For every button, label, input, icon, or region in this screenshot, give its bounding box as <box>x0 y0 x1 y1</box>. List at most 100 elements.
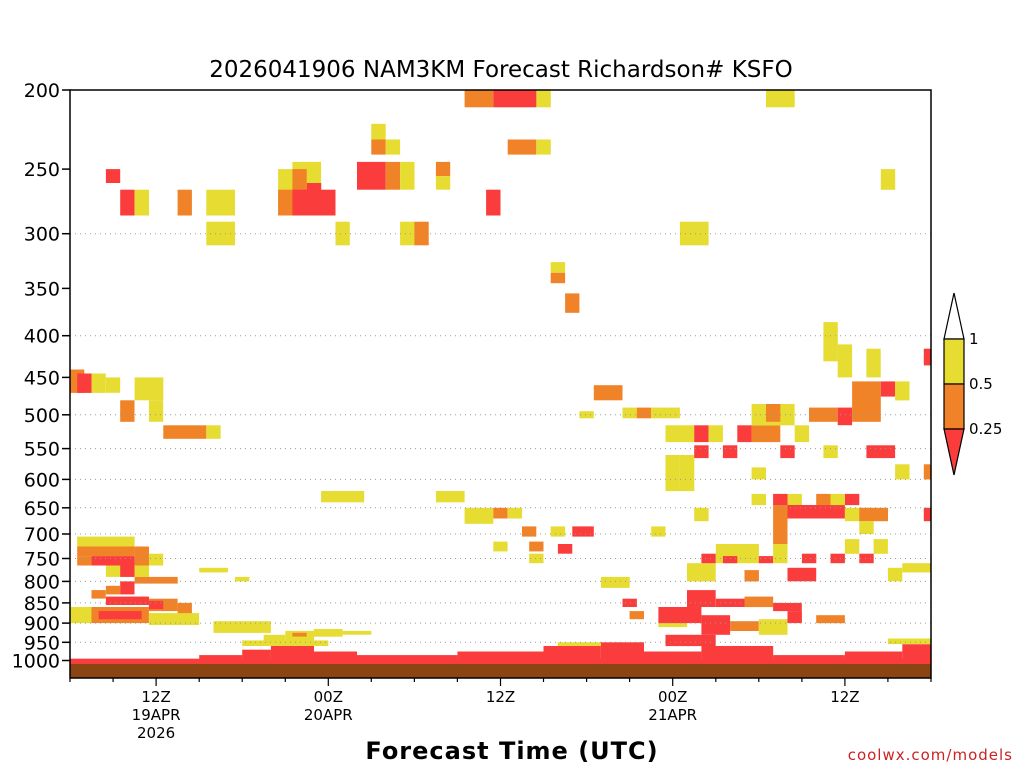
ri-cell <box>550 272 566 284</box>
ri-cell <box>91 556 135 566</box>
ri-cell <box>694 445 709 459</box>
x-tick-date: 19APR <box>132 706 181 724</box>
ri-cell <box>163 425 207 439</box>
ri-cell <box>579 411 594 419</box>
ri-cell <box>866 445 896 459</box>
x-axis-label: Forecast Time (UTC) <box>365 737 658 765</box>
ri-cell <box>751 425 781 443</box>
y-tick-label: 800 <box>24 571 60 593</box>
ri-cell <box>357 655 458 661</box>
y-tick-label: 750 <box>24 549 60 571</box>
y-tick-label: 450 <box>24 367 60 389</box>
colorbar-bin <box>943 338 965 385</box>
ri-cell <box>120 189 135 216</box>
x-tick-date: 20APR <box>304 706 353 724</box>
ri-cell <box>270 644 314 661</box>
ri-cell <box>895 381 910 401</box>
colorbar-label: 1 <box>969 330 979 348</box>
y-tick-label: 600 <box>24 469 60 491</box>
ri-cell <box>766 90 795 108</box>
ri-cell <box>629 611 644 620</box>
ri-cell <box>923 464 931 480</box>
ground-layer <box>70 664 931 678</box>
colorbar-top-arrow <box>943 292 965 340</box>
ri-cell <box>557 544 573 554</box>
ri-cell <box>98 611 142 620</box>
ri-cell <box>242 640 329 646</box>
ri-cell <box>435 491 465 503</box>
ri-cell <box>529 541 544 552</box>
ri-cell <box>242 649 271 661</box>
y-tick-label: 700 <box>24 524 60 546</box>
x-tick-label: 12Z <box>486 688 515 706</box>
y-tick-label: 300 <box>24 224 60 246</box>
ri-cell <box>816 615 845 624</box>
ri-cell <box>493 541 508 552</box>
ri-cell <box>77 373 92 393</box>
ri-cell <box>199 655 243 661</box>
ri-cell <box>536 90 551 108</box>
ri-cell <box>801 553 817 564</box>
y-tick-label: 500 <box>24 405 60 427</box>
ri-cell <box>557 642 601 646</box>
ri-cell <box>148 400 164 422</box>
ri-cell <box>306 183 322 197</box>
y-axis: 200 250 300 350 400 450 500 550 600 650 700 7508008… <box>12 80 70 673</box>
ri-cell <box>206 425 221 439</box>
x-tick-label: 12Z <box>141 688 170 706</box>
ri-cell <box>91 373 106 393</box>
ri-cell <box>357 161 386 190</box>
y-tick-label: 550 <box>24 439 60 461</box>
x-tick-label: 12Z <box>830 688 859 706</box>
ri-cell <box>773 505 788 544</box>
ri-cell <box>823 445 838 459</box>
ri-cell <box>773 602 802 612</box>
x-tick-label: 00Z <box>658 688 687 706</box>
ri-cell <box>708 425 723 443</box>
ri-cell <box>687 590 716 607</box>
ri-cell <box>873 539 888 554</box>
ri-cell <box>235 576 250 582</box>
ri-cell <box>722 556 738 564</box>
ri-cell <box>844 539 860 554</box>
ri-cell <box>730 621 759 631</box>
ri-cell <box>199 567 228 573</box>
ri-cell <box>895 464 910 480</box>
ri-cell <box>773 544 788 564</box>
ri-cell <box>385 139 401 155</box>
ri-cell <box>263 634 286 643</box>
ri-cell <box>880 169 896 190</box>
colorbar-bin <box>943 383 965 430</box>
ri-cell <box>751 493 766 506</box>
ri-cell <box>773 493 788 506</box>
ri-cell <box>529 553 544 564</box>
ri-cell <box>722 445 738 459</box>
ri-cell <box>787 567 817 582</box>
ri-cell <box>658 607 702 624</box>
ri-cell <box>744 570 759 582</box>
y-tick-label: 200 <box>24 80 60 102</box>
ri-cell <box>665 455 680 492</box>
ri-cell <box>206 189 235 216</box>
y-tick-label: 850 <box>24 593 60 615</box>
ri-cell <box>859 521 874 535</box>
ri-cell <box>701 646 774 661</box>
ri-cell <box>694 507 709 522</box>
ri-cell <box>665 634 716 647</box>
ri-cell <box>773 655 845 661</box>
ri-cell <box>787 611 802 624</box>
x-tick-date: 21APR <box>648 706 697 724</box>
ri-cell <box>816 493 831 506</box>
ri-cell <box>780 445 795 459</box>
colorbar-label: 0.5 <box>969 375 993 393</box>
y-tick-label: 400 <box>24 326 60 348</box>
ri-cell <box>120 581 135 595</box>
ri-cell <box>665 425 695 443</box>
credit-text: coolwx.com/models <box>848 746 1013 764</box>
ri-cell <box>522 139 537 155</box>
ri-cell <box>414 221 429 246</box>
colorbar-legend: 1 0.5 0.25 <box>943 292 1002 476</box>
ri-cell <box>148 600 164 610</box>
ri-cell <box>400 221 415 246</box>
